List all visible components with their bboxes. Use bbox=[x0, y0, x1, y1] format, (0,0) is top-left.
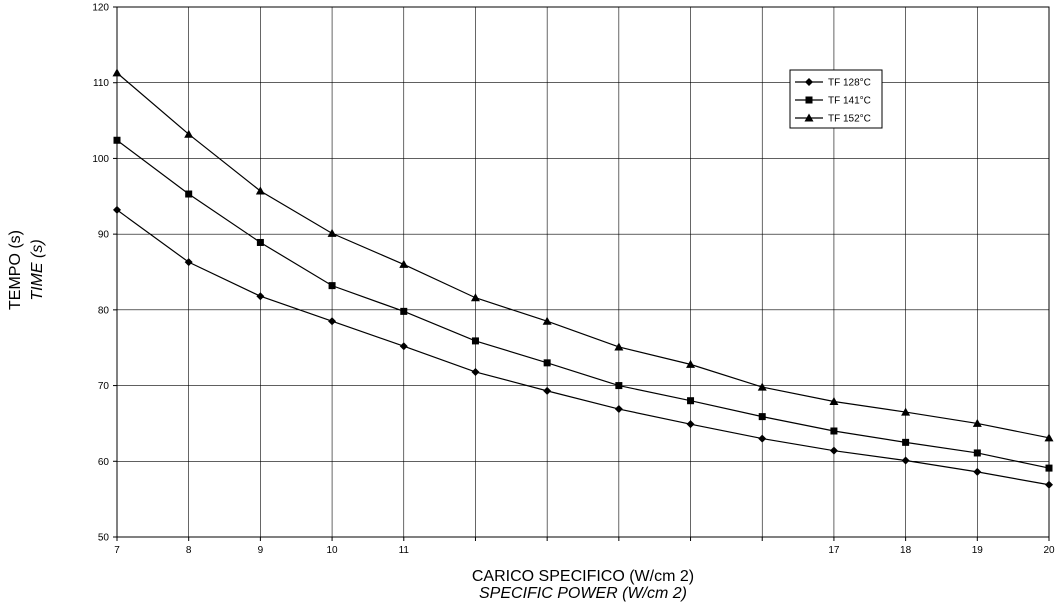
data-point-square bbox=[902, 438, 910, 446]
data-point-diamond bbox=[256, 292, 265, 301]
data-point-diamond bbox=[614, 405, 623, 414]
y-axis-title: TEMPO (s) bbox=[7, 230, 24, 310]
data-point-triangle bbox=[901, 407, 911, 416]
x-tick-label: 9 bbox=[258, 545, 264, 556]
data-point-triangle bbox=[470, 293, 480, 302]
x-axis-title-en: SPECIFIC POWER (W/cm 2) bbox=[479, 585, 687, 602]
axes bbox=[113, 6, 1050, 541]
data-point-triangle bbox=[112, 68, 122, 77]
data-point-diamond bbox=[758, 434, 767, 443]
data-point-diamond bbox=[113, 205, 121, 214]
data-point-triangle bbox=[972, 418, 982, 427]
series-layer bbox=[112, 68, 1054, 489]
data-point-square bbox=[400, 307, 408, 315]
data-point-diamond bbox=[973, 467, 982, 476]
y-tick-label: 90 bbox=[98, 230, 110, 241]
y-axis-title-en: TIME (s) bbox=[29, 239, 46, 300]
data-point-triangle bbox=[686, 359, 696, 368]
data-point-diamond bbox=[686, 420, 695, 429]
x-tick-label: 17 bbox=[828, 545, 840, 556]
data-point-diamond bbox=[328, 317, 337, 326]
series-line bbox=[116, 72, 1050, 439]
data-point-triangle bbox=[1044, 433, 1054, 442]
data-point-triangle bbox=[757, 382, 767, 391]
x-axis-title: CARICO SPECIFICO (W/cm 2) bbox=[472, 568, 694, 585]
data-point-triangle bbox=[399, 259, 409, 268]
x-tick-label: 7 bbox=[114, 545, 120, 556]
data-point-diamond bbox=[543, 386, 552, 395]
legend-marker-triangle bbox=[804, 113, 814, 122]
legend-label: TF 152°C bbox=[828, 114, 871, 125]
x-tick-label: 18 bbox=[900, 545, 912, 556]
grid bbox=[117, 7, 1049, 537]
data-point-square bbox=[758, 413, 766, 421]
data-point-square bbox=[113, 136, 121, 144]
legend-marker-square bbox=[805, 96, 813, 104]
tick-labels: 7 8 9 10 11 17 18 19 20 50 60 70 80 90 100 110 120 bbox=[92, 3, 1055, 557]
data-point-triangle bbox=[255, 186, 265, 195]
data-point-triangle bbox=[542, 316, 552, 325]
data-point-square bbox=[543, 359, 551, 367]
data-point-triangle bbox=[829, 396, 839, 405]
series-triangle bbox=[112, 68, 1054, 442]
y-tick-label: 80 bbox=[98, 305, 110, 316]
data-point-diamond bbox=[901, 456, 910, 465]
data-point-diamond bbox=[184, 258, 193, 267]
y-tick-label: 100 bbox=[92, 154, 109, 165]
data-point-triangle bbox=[184, 129, 194, 138]
y-tick-label: 110 bbox=[93, 78, 109, 89]
data-point-square bbox=[973, 449, 981, 457]
series-line bbox=[116, 139, 1050, 469]
data-point-square bbox=[615, 382, 623, 390]
x-tick-label: 19 bbox=[972, 545, 984, 556]
data-point-triangle bbox=[327, 228, 337, 237]
data-point-square bbox=[687, 397, 695, 405]
x-tick-label: 20 bbox=[1043, 545, 1055, 556]
data-point-diamond bbox=[399, 342, 408, 351]
x-tick-label: 8 bbox=[186, 545, 192, 556]
data-point-square bbox=[471, 337, 479, 345]
plot-area-border bbox=[116, 6, 1050, 538]
data-point-triangle bbox=[614, 342, 624, 351]
data-point-diamond bbox=[829, 446, 838, 455]
legend: TF 128°C TF 141°C TF 152°C bbox=[789, 69, 883, 129]
y-tick-label: 120 bbox=[92, 3, 109, 14]
series-diamond bbox=[113, 205, 1053, 489]
data-point-square bbox=[256, 238, 264, 246]
data-point-square bbox=[1045, 464, 1053, 472]
x-tick-label: 11 bbox=[399, 545, 410, 556]
data-point-square bbox=[830, 427, 838, 435]
data-point-square bbox=[185, 190, 193, 198]
data-point-diamond bbox=[1045, 480, 1053, 489]
legend-label: TF 141°C bbox=[828, 96, 871, 107]
data-point-square bbox=[328, 282, 336, 290]
y-tick-label: 70 bbox=[98, 381, 110, 392]
y-tick-label: 60 bbox=[98, 457, 110, 468]
legend-marker-diamond bbox=[805, 78, 813, 86]
x-tick-label: 10 bbox=[327, 545, 339, 556]
legend-label: TF 128°C bbox=[828, 78, 871, 89]
y-tick-label: 50 bbox=[98, 533, 110, 544]
data-point-diamond bbox=[471, 367, 480, 376]
series-line bbox=[116, 209, 1050, 486]
series-square bbox=[113, 136, 1053, 472]
